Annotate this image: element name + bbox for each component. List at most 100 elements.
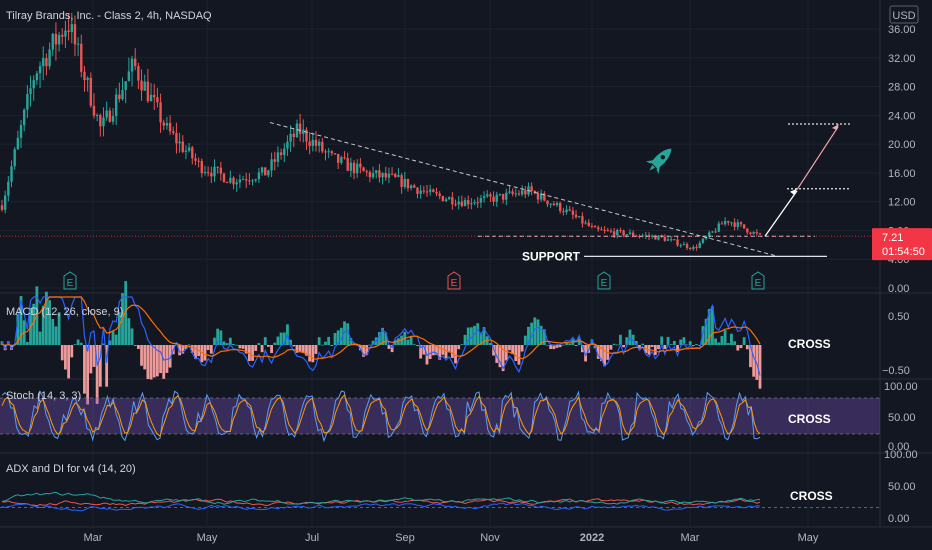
macd-histogram-bar: [133, 345, 137, 346]
stoch-pane[interactable]: [0, 390, 880, 443]
currency-label: USD: [892, 10, 915, 22]
macd-histogram-bar: [596, 345, 600, 359]
candle-body: [603, 229, 606, 231]
macd-histogram-bar: [267, 345, 270, 347]
candle-body: [622, 230, 625, 236]
macd-histogram-bar: [343, 321, 346, 345]
candle-body: [394, 173, 397, 177]
candle-body: [260, 167, 264, 173]
candle-body: [746, 228, 749, 233]
macd-histogram-bar: [235, 344, 239, 346]
macd-histogram-bar: [409, 336, 413, 345]
candle-body: [273, 159, 276, 162]
macd-histogram-bar: [181, 345, 185, 354]
macd-histogram-bar: [460, 344, 464, 345]
candle-body: [517, 193, 521, 195]
macd-histogram-bar: [225, 343, 229, 345]
candle-body: [543, 193, 546, 201]
earnings-marker[interactable]: E: [63, 271, 77, 290]
adx-series-line: [1, 502, 761, 512]
candle-body: [574, 214, 578, 218]
macd-histogram-bar: [723, 330, 727, 345]
macd-histogram-bar: [441, 345, 445, 355]
candle-body: [67, 30, 70, 32]
macd-pane[interactable]: [0, 281, 762, 405]
candle-body: [168, 123, 172, 132]
earnings-marker[interactable]: E: [447, 271, 461, 290]
adx-series-line: [1, 491, 761, 505]
candle-body: [628, 232, 632, 235]
macd-histogram-bar: [295, 345, 299, 353]
main-price-axis[interactable]: 36.0032.0028.0024.0020.0016.0012.008.004…: [888, 24, 916, 295]
macd-histogram-bar: [86, 345, 90, 405]
macd-histogram-bar: [742, 337, 746, 345]
macd-histogram-bar: [219, 330, 223, 345]
macd-histogram-bar: [444, 345, 448, 359]
candle-body: [172, 131, 175, 133]
candle-body: [631, 232, 635, 236]
macd-histogram-bar: [339, 327, 343, 345]
candle-body: [752, 232, 755, 234]
macd-histogram-bar: [663, 345, 667, 350]
macd-histogram-bar: [156, 345, 159, 377]
macd-histogram-bar: [187, 344, 191, 346]
candle-body: [292, 133, 295, 138]
macd-histogram-bar: [609, 345, 613, 350]
bar-countdown: 01:54:50: [882, 246, 925, 258]
candle-body: [492, 196, 495, 202]
macd-histogram-bar: [70, 345, 74, 358]
macd-histogram-bar: [688, 341, 692, 345]
candle-body: [758, 233, 762, 235]
candle-body: [83, 71, 86, 81]
macd-histogram-bar: [41, 305, 45, 345]
macd-histogram-bar: [371, 340, 375, 345]
candle-body: [352, 162, 356, 174]
candle-body: [267, 170, 270, 176]
candle-body: [432, 189, 435, 192]
macd-histogram-bar: [393, 339, 397, 345]
macd-histogram-bar: [117, 312, 121, 345]
earnings-marker[interactable]: E: [751, 271, 765, 290]
macd-histogram-bar: [701, 326, 705, 345]
macd-histogram-bar: [324, 341, 327, 345]
candle-body: [143, 81, 146, 91]
macd-histogram-bar: [54, 326, 58, 345]
time-axis[interactable]: Mar May Jul Sep Nov 2022 Mar May: [84, 532, 819, 544]
candle-body: [111, 116, 115, 122]
earnings-marker-label: E: [67, 278, 74, 289]
macd-histogram-bar: [600, 345, 603, 362]
candle-body: [95, 115, 99, 117]
candle-body: [739, 222, 743, 225]
candle-body: [568, 209, 571, 211]
macd-histogram-bar: [730, 333, 733, 345]
macd-tick-label: 0.50: [888, 311, 909, 323]
macd-histogram-bar: [168, 345, 172, 368]
arrow-head-2: [832, 123, 839, 130]
candle-body: [489, 194, 492, 197]
macd-histogram-bar: [669, 344, 673, 345]
projection-arrows[interactable]: [764, 123, 839, 237]
adx-pane[interactable]: [0, 491, 880, 512]
candle-body: [283, 148, 286, 155]
candle-body: [406, 178, 410, 189]
candle-body: [409, 185, 413, 189]
stoch-cross-label: CROSS: [788, 412, 831, 426]
macd-histogram-bar: [660, 336, 664, 345]
macd-histogram-bar: [577, 337, 581, 345]
macd-histogram-bar: [98, 345, 102, 387]
currency-button[interactable]: USD: [889, 5, 919, 24]
candle-body: [593, 226, 597, 228]
macd-histogram-bar: [111, 331, 115, 345]
downtrend-line[interactable]: [269, 122, 779, 257]
macd-histogram-bar: [136, 345, 140, 349]
macd-histogram-bar: [650, 345, 654, 347]
earnings-marker[interactable]: E: [597, 271, 611, 290]
macd-histogram-bar: [726, 343, 730, 345]
candle-body: [10, 166, 13, 182]
macd-histogram-bar: [352, 342, 356, 345]
candle-body: [736, 222, 739, 227]
candle-body: [555, 202, 559, 206]
candle-body: [102, 117, 105, 127]
macd-histogram-bar: [349, 338, 353, 345]
